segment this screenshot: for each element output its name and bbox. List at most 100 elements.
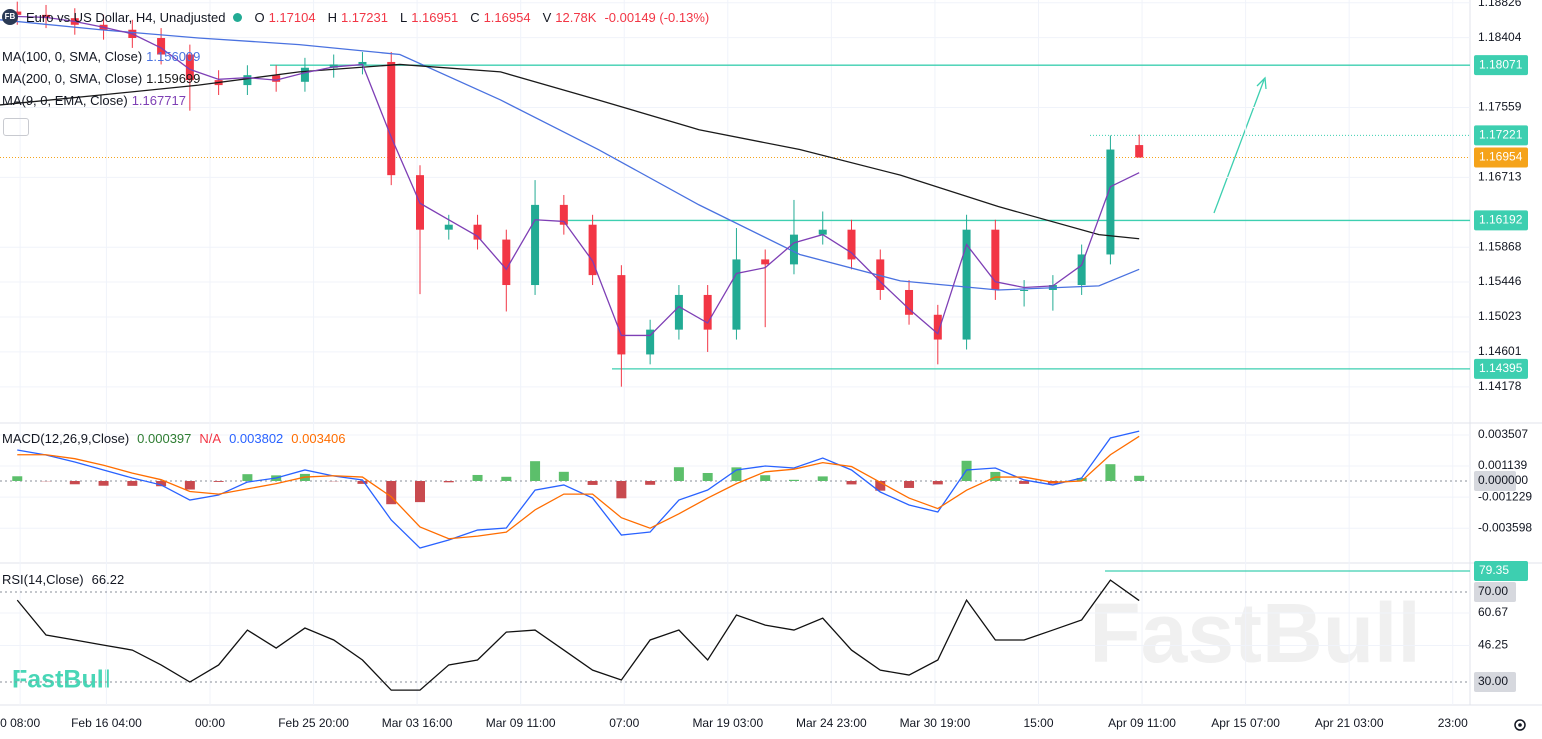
indicator-name: MA(200, 0, SMA, Close) (2, 71, 143, 86)
x-tick-label: Mar 03 16:00 (382, 716, 453, 730)
candle-body (732, 259, 741, 330)
histogram-bar (875, 480, 886, 491)
y-tick-label: 1.18404 (1478, 30, 1522, 44)
indicator-name: MA(9, 0, EMA, Close) (2, 93, 128, 108)
watermark: FastBull (1089, 586, 1420, 680)
ohlc-value: 1.16954 (483, 9, 531, 25)
indicator-value: 1.167717 (131, 93, 186, 108)
y-tick-label: 1.18826 (1478, 0, 1522, 9)
histogram-bar (1105, 464, 1116, 481)
collapse-button[interactable] (3, 118, 29, 136)
histogram-bar (702, 472, 713, 481)
moving-average-line (17, 15, 1140, 337)
candle-body (991, 229, 1000, 290)
histogram-bar (357, 480, 368, 484)
histogram-bar (788, 479, 799, 481)
histogram-bar (415, 480, 425, 503)
histogram-bar (242, 474, 253, 481)
y-tick-label: 0.003507 (1478, 427, 1528, 441)
x-tick-label: Apr 09 11:00 (1108, 716, 1176, 730)
x-tick-label: Mar 19 03:00 (692, 716, 763, 730)
candle-body (559, 204, 568, 225)
candle-body (962, 229, 971, 340)
moving-average-line (0, 19, 1140, 291)
histogram-bar (69, 480, 80, 485)
ohlc-item: L 1.16951 (400, 10, 458, 25)
y-tick-label: 1.15868 (1478, 239, 1522, 253)
y-tick-label: 60.67 (1478, 605, 1508, 619)
x-tick-label: Mar 30 19:00 (900, 716, 971, 730)
histogram-bar (12, 476, 23, 481)
moving-average-line (0, 63, 1140, 240)
histogram-bar (386, 480, 397, 505)
candle-body (646, 329, 655, 355)
histogram-bar (1134, 475, 1145, 481)
rsi-line (16, 579, 1140, 691)
histogram-bar (156, 480, 167, 487)
candle-body (1106, 149, 1115, 255)
ohlc-item: V 12.78K (543, 10, 597, 25)
y-tick-label: 46.25 (1478, 638, 1508, 652)
y-tick-label: 1.16713 (1478, 170, 1522, 184)
candle-body (531, 204, 540, 286)
level-label-box (1474, 582, 1516, 603)
candle-body (157, 38, 166, 55)
indicator-value: 1.156009 (146, 49, 201, 64)
settings-icon[interactable] (1514, 719, 1526, 731)
macd-line (17, 430, 1140, 549)
candle-body (847, 229, 856, 260)
y-tick-label: -0.001229 (1478, 489, 1532, 503)
level-label-box (1474, 55, 1528, 76)
x-tick-label: 23:00 (1438, 716, 1468, 730)
histogram-bar (443, 480, 454, 483)
histogram-bar (98, 480, 109, 486)
x-tick-label: Apr 15 07:00 (1211, 716, 1280, 730)
x-tick-label: Apr 21 03:00 (1315, 716, 1384, 730)
panel (0, 570, 1470, 691)
histogram-bar (530, 461, 541, 481)
histogram-bar (673, 467, 684, 481)
ohlc-value: 1.17231 (340, 9, 388, 25)
x-tick-label: Mar 09 11:00 (486, 716, 556, 730)
level-label-box (1474, 125, 1528, 146)
level-label: 1.17221 (1479, 128, 1523, 142)
candle-body (502, 239, 511, 286)
candle-body (617, 275, 626, 355)
histogram-bar (1019, 480, 1030, 484)
symbol-title: Euro vs US Dollar, H4, Unadjusted (26, 9, 226, 25)
candle-body (818, 229, 827, 235)
symbol-icon: FB (2, 9, 18, 25)
indicator-name: MA(100, 0, SMA, Close) (2, 49, 143, 64)
histogram-bar (645, 480, 656, 485)
panel (0, 0, 1470, 705)
y-tick-label: 1.17559 (1478, 100, 1522, 114)
candle-body (300, 67, 309, 82)
y-tick-label: 1.14601 (1478, 344, 1522, 358)
candle-body (272, 75, 281, 82)
histogram-bar (472, 474, 483, 481)
histogram-bar (1076, 477, 1087, 481)
histogram-bar (587, 480, 598, 485)
x-tick-label: 07:00 (609, 716, 639, 730)
level-label-box (1474, 672, 1516, 693)
histogram-bar (904, 480, 915, 488)
candle-body (387, 61, 396, 176)
candle-body (789, 234, 798, 265)
histogram-bar (731, 467, 742, 481)
histogram-bar (127, 480, 138, 486)
ohlc-item: H 1.17231 (328, 10, 388, 25)
ohlc-item: C 1.16954 (470, 10, 530, 25)
y-tick-label: 1.15446 (1478, 274, 1522, 288)
header: FB Euro vs US Dollar, H4, Unadjusted O 1.… (2, 9, 709, 25)
y-tick-label: 1.14178 (1478, 379, 1522, 393)
legend-row: MA(100, 0, SMA, Close) 1.156009 (2, 49, 200, 64)
x-tick-label: Feb 16 04:00 (71, 716, 142, 730)
ohlc-label: L (399, 9, 408, 25)
indicator-value: 0.003802 (229, 431, 284, 446)
indicator-value: 1.159699 (146, 71, 201, 86)
x-tick-label: 00:00 (195, 716, 225, 730)
candle-body (42, 14, 51, 19)
x-tick-label: 15:00 (1023, 716, 1053, 730)
level-label: 79.35 (1479, 563, 1509, 577)
